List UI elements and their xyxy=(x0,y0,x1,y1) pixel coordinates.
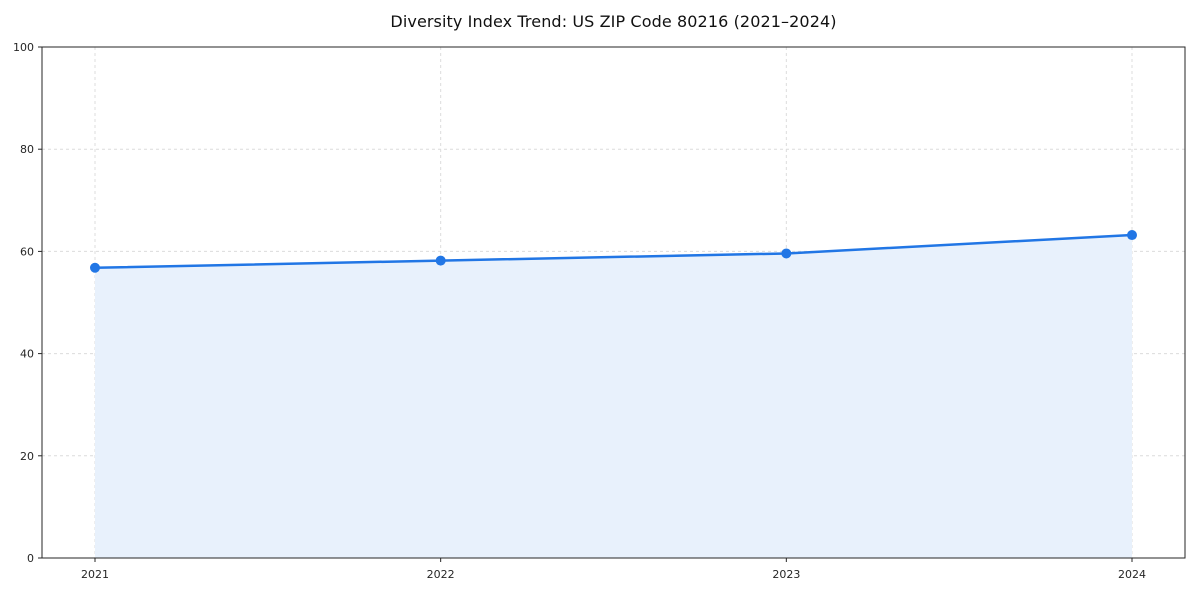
y-tick-label: 60 xyxy=(20,245,34,258)
plot-border xyxy=(41,46,1186,559)
y-tick-label: 80 xyxy=(20,143,34,156)
y-tick-label: 20 xyxy=(20,450,34,463)
data-point-2024 xyxy=(1127,230,1137,241)
x-tick-label: 2022 xyxy=(427,568,455,581)
y-tick-label: 0 xyxy=(27,552,34,565)
data-point-2023 xyxy=(781,248,792,259)
chart-title: Diversity Index Trend: US ZIP Code 80216… xyxy=(390,12,837,31)
area-fill xyxy=(95,235,1132,558)
data-point-2022 xyxy=(435,255,446,266)
data-point-2021 xyxy=(90,262,100,273)
y-tick-label: 100 xyxy=(13,41,34,54)
y-tick-label: 40 xyxy=(20,348,34,361)
x-tick-label: 2023 xyxy=(772,568,800,581)
x-tick-label: 2021 xyxy=(81,568,109,581)
trend-line xyxy=(93,233,1134,270)
x-tick-label: 2024 xyxy=(1118,568,1146,581)
